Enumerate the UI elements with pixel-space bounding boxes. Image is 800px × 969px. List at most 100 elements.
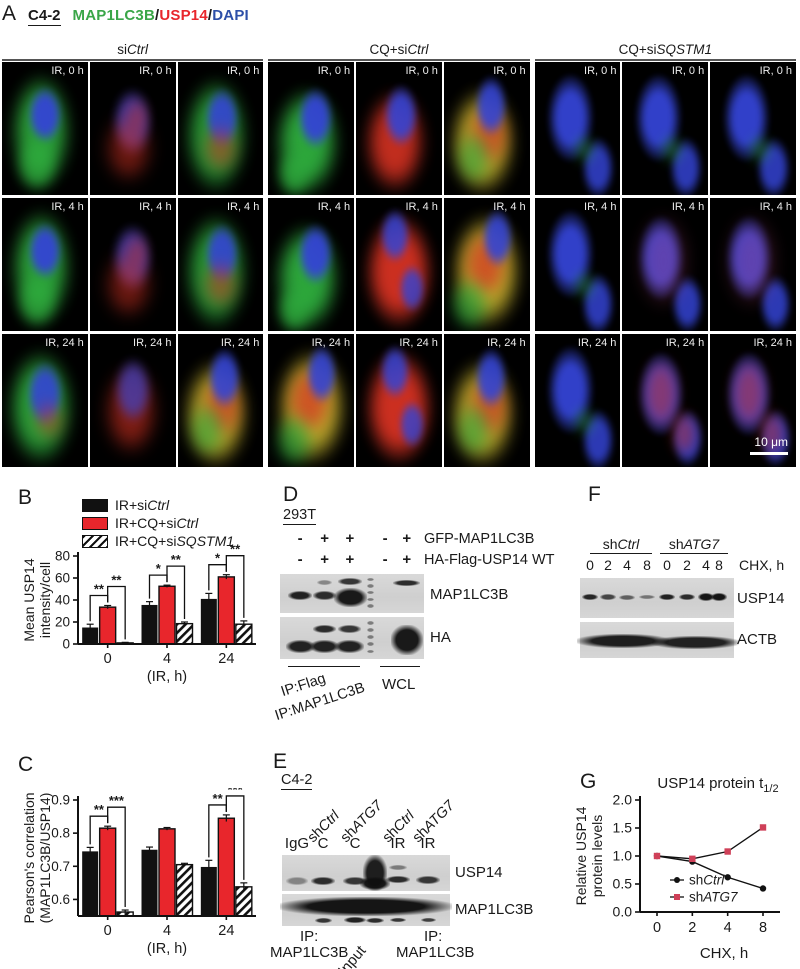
lane-label: IR — [390, 835, 406, 852]
legend-swatch-hatch — [82, 534, 108, 548]
stain-map1lc3b: MAP1LC3B — [72, 7, 155, 24]
micrograph-time-label: IR, 4 h — [759, 201, 792, 213]
bar-black-g0 — [82, 627, 99, 644]
series-line — [656, 826, 764, 860]
blot-band — [367, 628, 375, 632]
sig-stars: * — [215, 551, 221, 566]
cell-line-label: C4-2 — [28, 7, 61, 26]
blot-band — [338, 624, 362, 633]
fluorescence-blob — [274, 413, 314, 467]
fluorescence-blob — [203, 125, 238, 172]
blot-label-map1lc3b-e: MAP1LC3B — [455, 901, 534, 918]
fluorescence-blob — [757, 138, 790, 195]
fluorescence-blob — [114, 357, 151, 422]
blot-band — [638, 595, 656, 600]
label-segment: IR+CQ+si — [115, 533, 177, 549]
panel-e-letter: E — [273, 750, 288, 773]
fluorescence-blob — [481, 208, 513, 268]
y-tick-label: 80 — [55, 549, 70, 564]
panel-e-ip-right-line1: IP: — [424, 928, 443, 945]
fluorescence-blob — [573, 135, 596, 165]
image-group-1: IR, 4 h IR, 4 h IR, 4 h — [268, 198, 530, 331]
label-segment: IR+si — [115, 497, 148, 513]
label-segment: Ctrl — [147, 497, 170, 513]
y-tick-label: 2.0 — [613, 792, 633, 808]
fluorescence-blob — [306, 344, 337, 404]
blot-strip — [282, 855, 450, 891]
blot-band — [367, 635, 375, 640]
y-axis-title: (MAP1LC3B/USP14) — [37, 793, 53, 924]
label-segment: ATG7 — [420, 797, 458, 836]
sig-stars: ** — [94, 582, 105, 597]
panel-e-ip-left-line2: MAP1LC3B — [270, 944, 349, 961]
micrograph-cell: IR, 0 h — [177, 62, 264, 195]
panel-a-group-labels: siCtrl CQ+siCtrl CQ+siSQSTM1 — [2, 42, 796, 61]
marker-square — [759, 824, 767, 831]
panel-b-legend: IR+siCtrl IR+CQ+siCtrl IR+CQ+siSQSTM1 — [82, 496, 234, 550]
panel-a-header: A C4-2 MAP1LC3B/USP14/DAPI — [2, 2, 249, 26]
sig-stars: *** — [109, 793, 125, 808]
y-tick-label: 0.7 — [51, 859, 70, 874]
fluorescence-blob — [27, 223, 63, 280]
micrograph-time-label: IR, 24 h — [577, 337, 617, 349]
panel-b-letter: B — [18, 486, 33, 509]
condition-sign: + — [345, 551, 355, 568]
blot-band — [581, 594, 599, 601]
micrograph-time-label: IR, 4 h — [405, 201, 438, 213]
blot-band — [386, 875, 410, 884]
blot-label-actb: ACTB — [737, 631, 778, 648]
sig-bracket — [166, 565, 186, 619]
y-tick-label: 60 — [55, 571, 70, 586]
label-segment: sh — [668, 536, 684, 552]
condition-sign: + — [345, 530, 355, 547]
micrograph-cell: IR, 4 h — [177, 198, 264, 331]
legend-label-segment: sh — [689, 873, 703, 888]
legend-swatch-red — [82, 516, 108, 530]
condition-sign: + — [320, 551, 330, 568]
fluorescence-blob — [126, 98, 148, 132]
blot-band — [416, 876, 440, 885]
fluorescence-blob — [450, 277, 489, 331]
fluorescence-blob — [379, 208, 410, 262]
legend-entry: IR+CQ+siSQSTM1 — [82, 532, 234, 550]
micrograph-time-label: IR, 0 h — [759, 65, 792, 77]
legend-label: shATG7 — [689, 890, 738, 905]
fluorescence-blob — [474, 347, 508, 408]
label-segment: CQ+si — [369, 42, 408, 57]
label-segment: sh — [602, 536, 618, 552]
fluorescence-blob — [276, 287, 312, 331]
condition-label: GFP-MAP1LC3B — [424, 531, 535, 547]
panel-g-chart: USP14 protein t1/2 0.0 0.5 1.0 1.5 2.0 0 2 4 8 CHX… — [572, 775, 800, 969]
blot-band — [311, 876, 335, 886]
group-label-0: siCtrl — [2, 42, 264, 61]
micrograph-time-label: IR, 24 h — [753, 337, 792, 349]
blot-band — [335, 640, 365, 653]
chx-lane-label: 2 — [604, 557, 612, 573]
blot-band — [310, 640, 340, 653]
micrograph-cell: IR, 0 h — [710, 62, 796, 195]
fluorescence-blob — [190, 403, 225, 457]
micrograph-cell: IR, 0 h — [356, 62, 442, 195]
x-tick-label: 4 — [163, 923, 171, 939]
blot-band — [367, 584, 375, 588]
image-group-0: IR, 0 h IR, 0 h IR, 0 h — [2, 62, 264, 195]
fluorescence-blob — [26, 361, 63, 426]
legend-label-segment: Ctrl — [703, 873, 725, 888]
micrograph-time-label: IR, 0 h — [317, 65, 351, 77]
legend-label: shCtrl — [689, 873, 725, 888]
fluorescence-blob — [379, 344, 410, 398]
blot-band — [286, 876, 309, 885]
micrograph-time-label: IR, 0 h — [51, 65, 84, 77]
fluorescence-blob — [581, 138, 615, 195]
fluorescence-blob — [203, 261, 238, 308]
sig-bracket — [225, 795, 245, 880]
stain-legend: MAP1LC3B/USP14/DAPI — [73, 7, 249, 24]
panel-c-chart: 0.6 0.7 0.8 0.9 0 4 24 (IR, h) Pearson's correla… — [21, 782, 272, 965]
marker-square — [724, 848, 731, 855]
fluorescence-blob — [729, 357, 769, 431]
micrograph-time-label: IR, 24 h — [133, 337, 172, 349]
panel-e-ip-right-line2: MAP1LC3B — [396, 944, 475, 961]
blot-band — [697, 593, 715, 602]
micrograph-time-label: IR, 24 h — [311, 337, 351, 349]
micrograph-time-label: IR, 0 h — [226, 65, 260, 77]
